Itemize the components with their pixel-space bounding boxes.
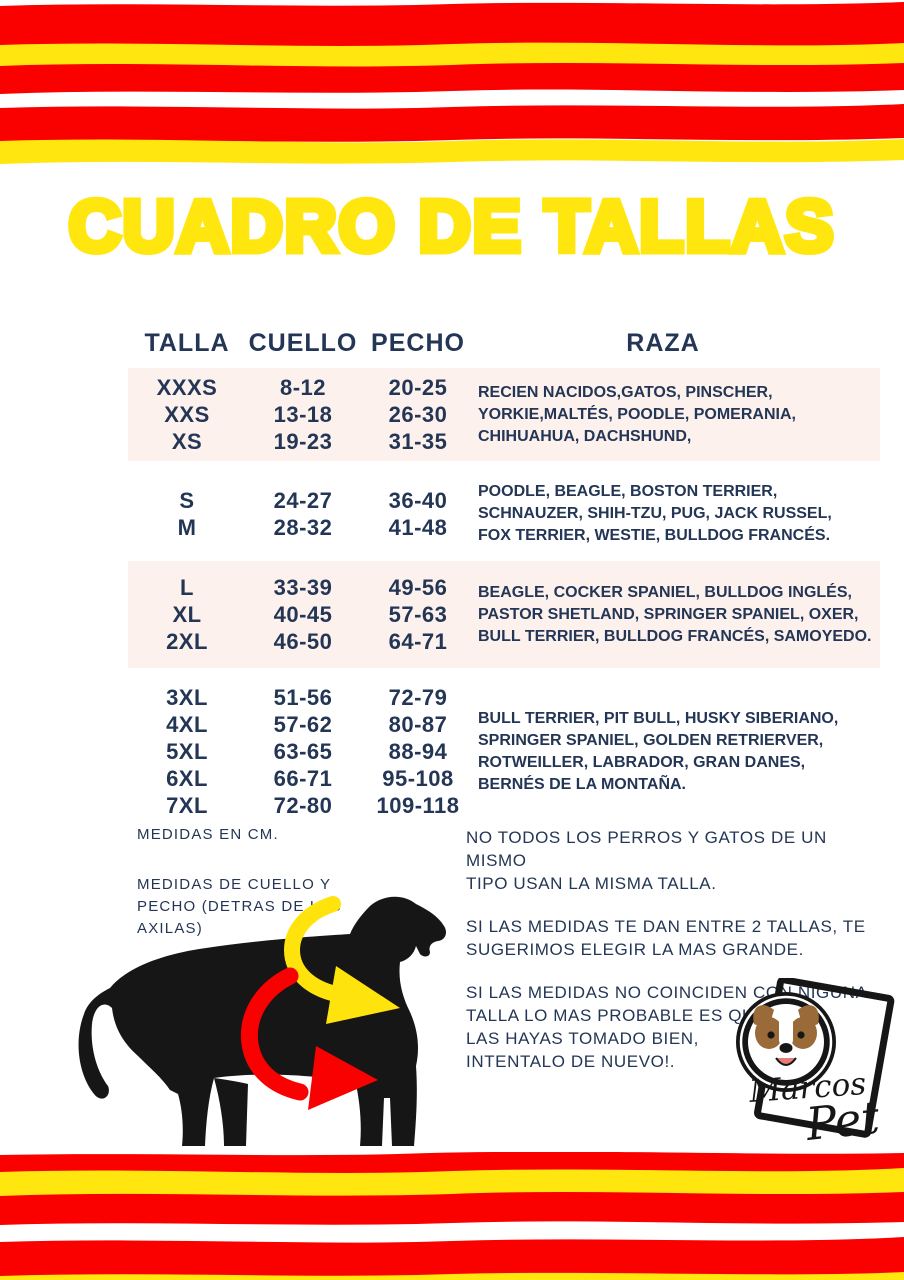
- cuello-column: 33-39 40-45 46-50: [246, 574, 360, 655]
- marcos-pet-logo: Marcos Pet: [736, 978, 895, 1152]
- header-raza: RAZA: [626, 328, 700, 357]
- size-value: XXXS: [156, 375, 218, 400]
- cuello-column: 24-27 28-32: [246, 487, 360, 541]
- size-value: 3XL: [166, 685, 208, 710]
- cuello-value: 33-39: [273, 575, 333, 600]
- pecho-column: 36-40 41-48: [360, 487, 476, 541]
- size-value: XXS: [164, 402, 210, 427]
- size-value: 2XL: [166, 629, 208, 654]
- page-title: CUADRO DE TALLAS: [65, 184, 837, 271]
- raza-cell: BULL TERRIER, PIT BULL, HUSKY SIBERIANO,…: [478, 709, 839, 793]
- header-cuello: CUELLO: [248, 328, 358, 357]
- size-column: S M: [128, 487, 246, 541]
- size-column: 3XL 4XL 5XL 6XL 7XL: [128, 684, 246, 819]
- tip-same-size: NO TODOS LOS PERROS Y GATOS DE UN MISMO …: [466, 828, 827, 893]
- size-column: L XL 2XL: [128, 574, 246, 655]
- header-pecho: PECHO: [371, 328, 465, 357]
- note-units: MEDIDAS EN CM.: [137, 826, 279, 843]
- cuello-value: 19-23: [273, 429, 333, 454]
- logo-text-pet: Pet: [803, 1091, 883, 1152]
- pecho-column: 72-79 80-87 88-94 95-108 109-118: [360, 684, 476, 819]
- table-header-row: TALLA CUELLO PECHO RAZA: [128, 324, 880, 362]
- cuello-value: 72-80: [273, 793, 333, 818]
- cuello-value: 46-50: [273, 629, 333, 654]
- neck-measure-arrow: [283, 896, 400, 1024]
- logo-dog-face-icon: [736, 992, 836, 1092]
- cuello-value: 24-27: [273, 488, 333, 513]
- size-table: TALLA CUELLO PECHO RAZA XXXS XXS XS 8-12…: [128, 324, 880, 825]
- dog-silhouette: [78, 896, 447, 1146]
- cuello-value: 28-32: [273, 515, 333, 540]
- size-value: 6XL: [166, 766, 208, 791]
- logo-text-marcos: Marcos: [747, 1066, 867, 1110]
- size-value: 4XL: [166, 712, 208, 737]
- pecho-column: 20-25 26-30 31-35: [360, 374, 476, 455]
- top-stripes-decoration: [0, 2, 904, 164]
- size-value: L: [180, 575, 194, 600]
- pecho-value: 26-30: [388, 402, 448, 427]
- cuello-value: 13-18: [273, 402, 333, 427]
- pecho-value: 49-56: [388, 575, 448, 600]
- raza-cell: BEAGLE, COCKER SPANIEL, BULLDOG INGLÉS, …: [478, 583, 872, 645]
- cuello-value: 57-62: [273, 712, 333, 737]
- size-value: M: [177, 515, 197, 540]
- pecho-value: 20-25: [388, 375, 448, 400]
- cuello-value: 8-12: [279, 375, 327, 400]
- size-value: 7XL: [166, 793, 208, 818]
- table-group-3xl-7xl: 3XL 4XL 5XL 6XL 7XL 51-56 57-62 63-65 66…: [128, 678, 880, 825]
- header-talla: TALLA: [144, 328, 230, 357]
- cuello-value: 63-65: [273, 739, 333, 764]
- pecho-value: 88-94: [388, 739, 448, 764]
- cuello-value: 66-71: [273, 766, 333, 791]
- cuello-value: 40-45: [273, 602, 333, 627]
- bottom-stripes-decoration: [0, 1152, 904, 1280]
- cuello-column: 51-56 57-62 63-65 66-71 72-80: [246, 684, 360, 819]
- size-column: XXXS XXS XS: [128, 374, 246, 455]
- size-value: XS: [171, 429, 203, 454]
- size-value: 5XL: [166, 739, 208, 764]
- chest-measure-arrow: [240, 967, 378, 1110]
- cuello-value: 51-56: [273, 685, 333, 710]
- pecho-value: 72-79: [388, 685, 448, 710]
- pecho-column: 49-56 57-63 64-71: [360, 574, 476, 655]
- pecho-value: 80-87: [388, 712, 448, 737]
- cuello-column: 8-12 13-18 19-23: [246, 374, 360, 455]
- pecho-value: 109-118: [376, 793, 460, 818]
- tip-between-sizes: SI LAS MEDIDAS TE DAN ENTRE 2 TALLAS, TE…: [466, 917, 866, 959]
- pecho-value: 57-63: [388, 602, 448, 627]
- size-value: XL: [172, 602, 202, 627]
- pecho-value: 31-35: [388, 429, 448, 454]
- raza-cell: POODLE, BEAGLE, BOSTON TERRIER, SCHNAUZE…: [478, 483, 832, 544]
- pecho-value: 95-108: [382, 766, 454, 791]
- pecho-value: 36-40: [388, 488, 448, 513]
- pecho-value: 64-71: [388, 629, 448, 654]
- table-group-xxxs-xs: XXXS XXS XS 8-12 13-18 19-23 20-25 26-30…: [128, 368, 880, 461]
- table-group-l-2xl: L XL 2XL 33-39 40-45 46-50 49-56 57-63 6…: [128, 561, 880, 668]
- table-group-s-m: S M 24-27 28-32 36-40 41-48 POODLE, BEAG…: [128, 475, 880, 553]
- pecho-value: 41-48: [388, 515, 448, 540]
- dog-measurement-illustration: [78, 896, 447, 1146]
- size-value: S: [179, 488, 195, 513]
- raza-cell: RECIEN NACIDOS,GATOS, PINSCHER, YORKIE,M…: [478, 383, 796, 445]
